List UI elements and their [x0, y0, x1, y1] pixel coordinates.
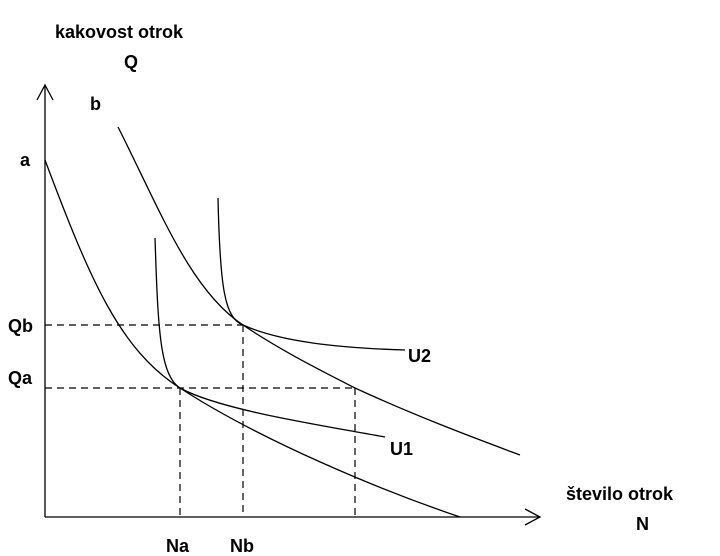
curve-label: a: [20, 150, 31, 170]
level-label: Qb: [8, 316, 33, 336]
y-arrow: [36, 83, 54, 101]
curve-label: U2: [408, 346, 431, 366]
x-axis-symbol: N: [636, 514, 649, 534]
level-label: Qa: [8, 368, 33, 388]
curve-a: [44, 159, 461, 518]
x-axis-label: število otrok: [566, 484, 674, 504]
level-label: Nb: [230, 536, 254, 556]
y-axis-label: kakovost otrok: [55, 22, 184, 42]
curve-u1: [154, 237, 386, 438]
curve-u2: [217, 197, 406, 351]
curve-label: U1: [390, 439, 413, 459]
curve-b: [117, 126, 521, 456]
level-label: Na: [166, 536, 190, 556]
x-arrow: [524, 508, 542, 526]
y-axis-symbol: Q: [124, 52, 138, 72]
curve-label: b: [90, 94, 101, 114]
